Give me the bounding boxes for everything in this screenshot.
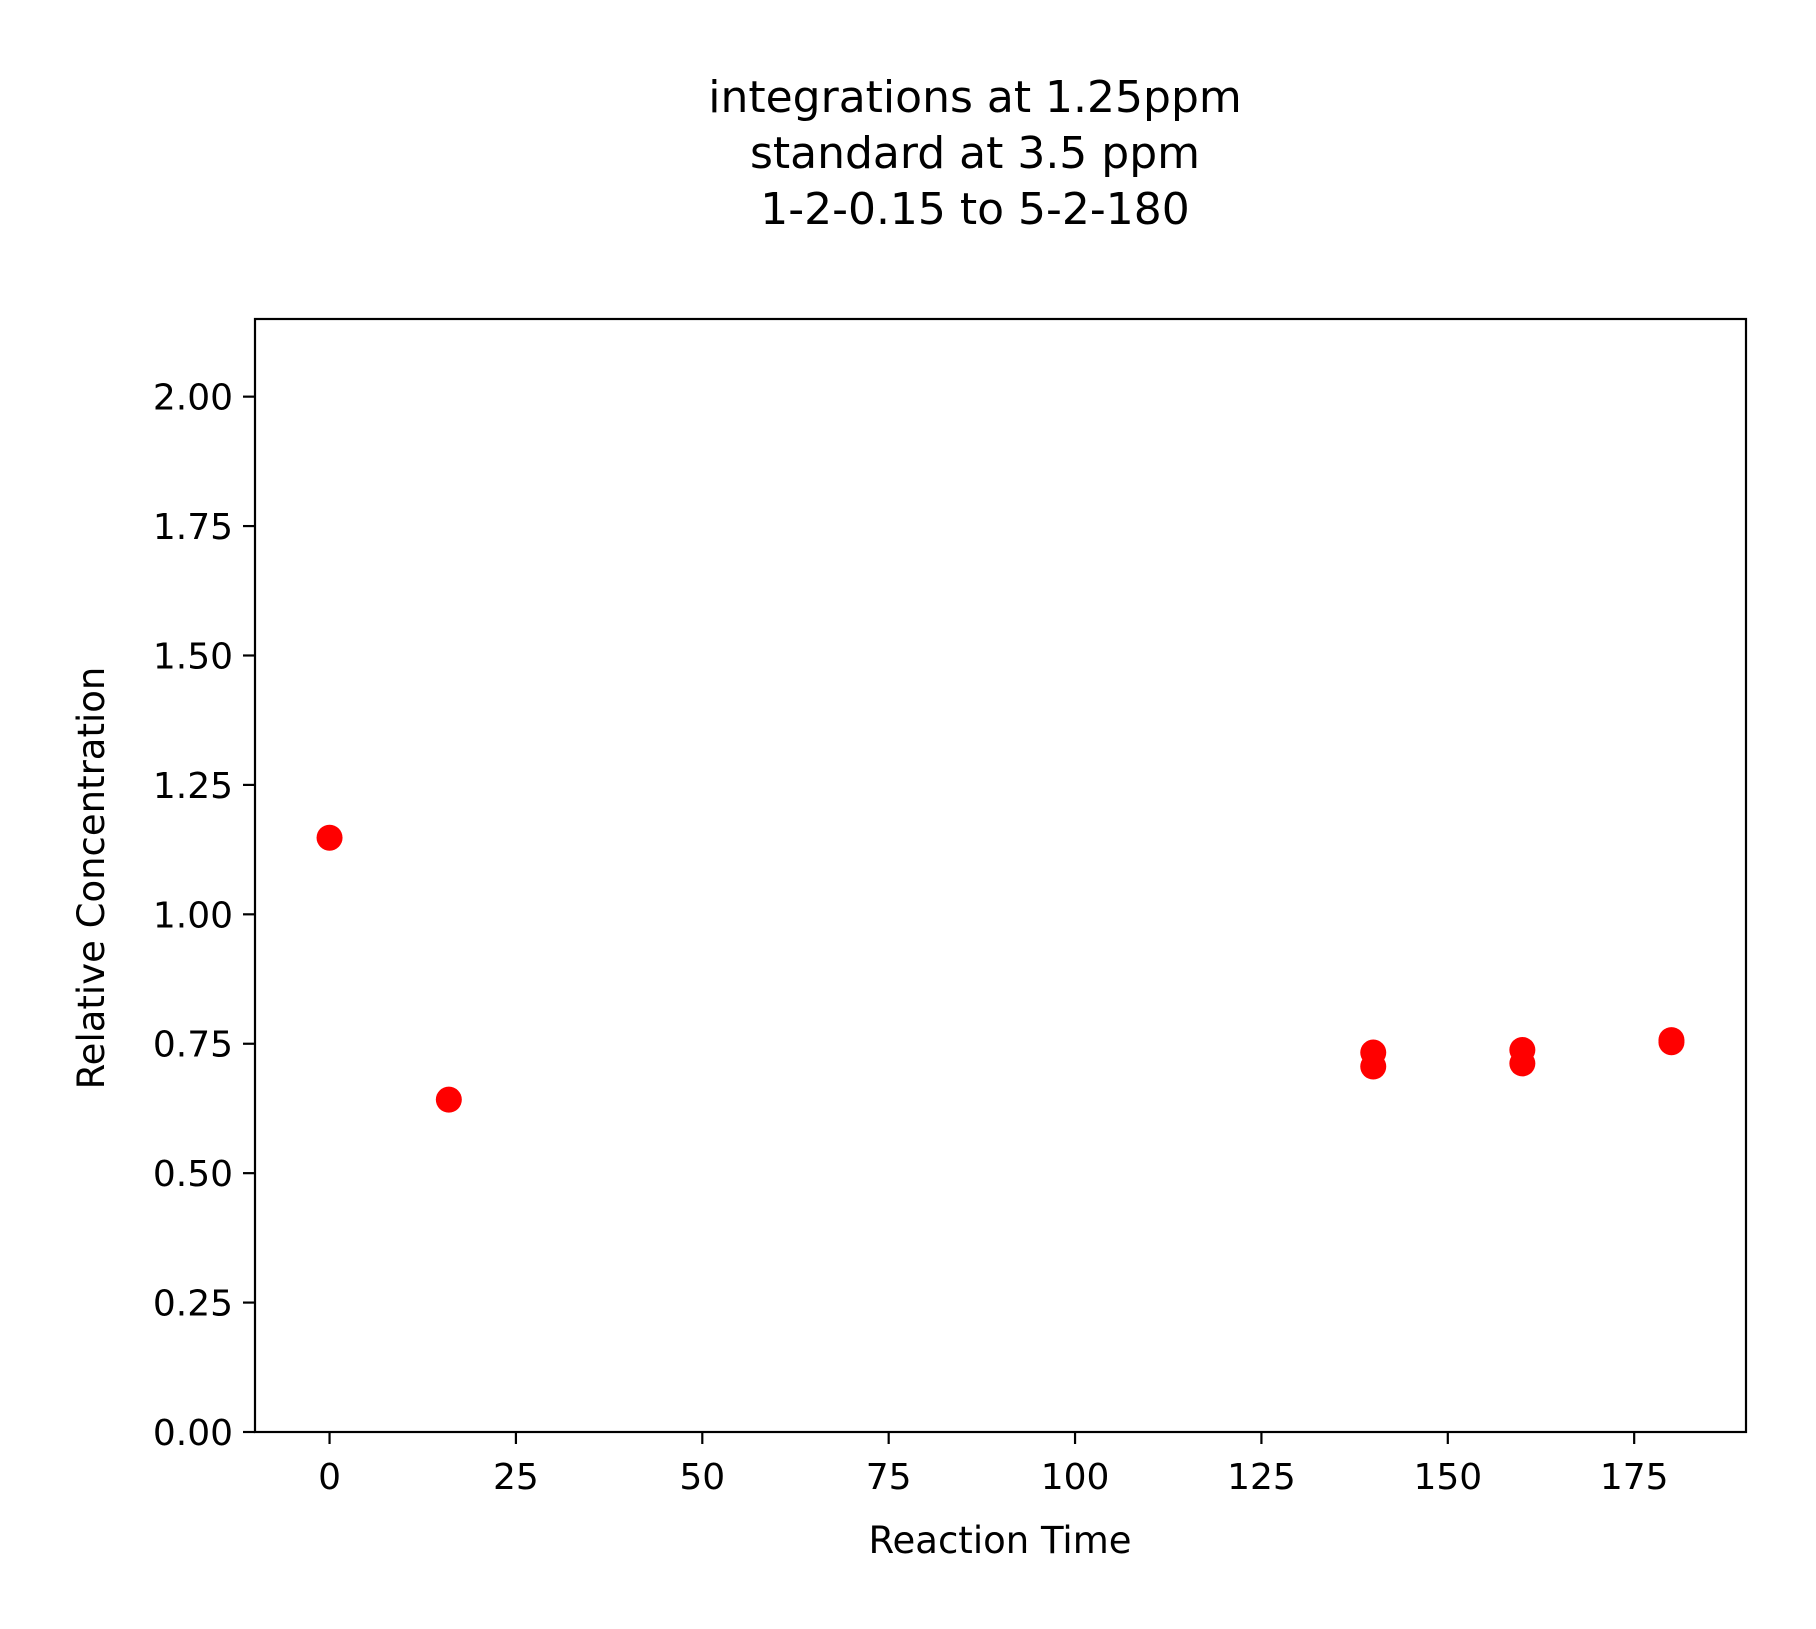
y-axis-label: Relative Concentration xyxy=(70,667,113,1090)
y-tick-label: 0.00 xyxy=(153,1413,233,1454)
data-point xyxy=(435,1086,462,1113)
title-line-3: 1-2-0.15 to 5-2-180 xyxy=(760,184,1190,235)
x-tick-label: 125 xyxy=(1227,1457,1296,1498)
x-tick-label: 25 xyxy=(493,1457,539,1498)
plot-area: 0.00 0.25 0.50 0.75 1.00 1.25 1.50 1.75 2.00 0 25 5… xyxy=(153,317,1748,1498)
data-point xyxy=(1658,1029,1685,1056)
x-tick-label: 75 xyxy=(866,1457,912,1498)
x-tick-label: 175 xyxy=(1600,1457,1669,1498)
chart-title: integrations at 1.25ppm standard at 3.5 … xyxy=(708,72,1242,235)
y-tick-label: 1.75 xyxy=(153,507,233,548)
x-tick-label: 100 xyxy=(1041,1457,1110,1498)
y-tick-label: 0.75 xyxy=(153,1025,233,1066)
x-axis-label: Reaction Time xyxy=(868,1519,1131,1562)
data-point xyxy=(1360,1053,1387,1080)
x-tick-label: 50 xyxy=(679,1457,725,1498)
title-line-1: integrations at 1.25ppm xyxy=(708,72,1242,123)
y-tick-label: 2.00 xyxy=(153,378,233,419)
x-tick-label: 0 xyxy=(318,1457,341,1498)
title-line-2: standard at 3.5 ppm xyxy=(750,128,1200,179)
axes-frame xyxy=(253,317,1748,1434)
y-tick-label: 1.50 xyxy=(153,636,233,677)
y-tick-label: 0.50 xyxy=(153,1154,233,1195)
y-tick-label: 1.25 xyxy=(153,766,233,807)
data-point xyxy=(316,824,343,851)
y-tick-label: 0.25 xyxy=(153,1284,233,1325)
x-tick-label: 150 xyxy=(1413,1457,1482,1498)
y-tick-label: 1.00 xyxy=(153,895,233,936)
data-point xyxy=(1509,1050,1536,1077)
